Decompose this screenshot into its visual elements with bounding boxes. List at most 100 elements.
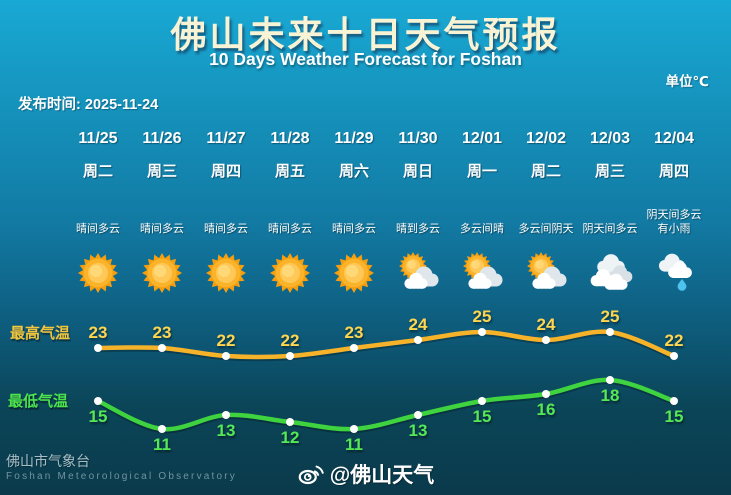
weather-icon-slot [523, 250, 569, 296]
condition-text: 多云间阴天 [508, 198, 584, 236]
organization-name-cn: 佛山市气象台 [6, 453, 90, 469]
date-label: 12/03 [589, 130, 631, 147]
weather-icon-slot [395, 250, 441, 296]
weather-icon-slot [459, 250, 505, 296]
forecast-column: 11/30 周日 晴到多云 [386, 126, 450, 306]
high-temp-series-label: 最高气温 [10, 325, 71, 342]
weibo-handle: @佛山天气 [329, 464, 435, 487]
sun-cloud-icon [527, 252, 567, 289]
low-temp-value: 15 [473, 407, 492, 426]
condition-text: 晴间多云 [124, 198, 200, 236]
publish-time: 发布时间: 2025-11-24 [18, 93, 158, 114]
condition-line: 多云间晴 [460, 223, 504, 235]
condition-text: 晴间多云 [316, 198, 392, 236]
low-temp-value: 12 [281, 428, 300, 447]
data-point-dot [222, 411, 230, 419]
date-label: 11/30 [398, 130, 438, 147]
data-point-dot [542, 390, 550, 398]
data-point-dot [478, 328, 486, 336]
high-temp-value: 23 [89, 323, 108, 342]
date-label: 11/28 [270, 130, 310, 147]
weekday-label: 周六 [338, 163, 369, 180]
forecast-column: 12/03 周三 阴天间多云 [578, 126, 642, 306]
low-temp-value: 18 [601, 386, 620, 405]
sun-icon [78, 253, 118, 293]
weibo-badge: @佛山天气 [297, 459, 434, 489]
condition-line: 晴间多云 [204, 223, 248, 235]
weekday-label: 周四 [658, 163, 689, 180]
clouds-icon [590, 254, 633, 290]
weekday-label: 周四 [210, 163, 241, 180]
sun-cloud-icon [399, 252, 439, 289]
data-point-dot [350, 344, 358, 352]
data-point-dot [286, 352, 294, 360]
forecast-columns: 11/25 周二 晴间多云 11/26 周三 晴间多云 11/27 周四 晴间多… [66, 126, 706, 306]
condition-line: 阴天间多云 [646, 209, 702, 221]
low-temp-value: 11 [345, 435, 363, 454]
data-point-dot [606, 328, 614, 336]
weekday-label: 周二 [530, 163, 561, 180]
data-point-dot [350, 425, 358, 433]
weekday-label: 周一 [466, 163, 497, 180]
low-temp-value: 13 [409, 421, 428, 440]
forecast-column: 11/25 周二 晴间多云 [66, 126, 130, 306]
condition-line: 晴到多云 [396, 223, 440, 235]
publish-time-value: 2025-11-24 [84, 97, 159, 113]
condition-line: 阴天间多云 [582, 223, 638, 235]
condition-text: 多云间晴 [444, 198, 520, 236]
weather-icon-slot [75, 250, 121, 296]
high-temp-value: 23 [153, 323, 172, 342]
condition-line: 晴间多云 [140, 223, 184, 235]
high-temp-value: 25 [473, 307, 492, 326]
weekday-label: 周日 [402, 163, 433, 180]
sun-icon [206, 253, 246, 293]
condition-line: 多云间阴天 [518, 223, 574, 235]
high-temp-value: 24 [537, 315, 556, 334]
weekday-label: 周二 [82, 163, 113, 180]
data-point-dot [670, 397, 678, 405]
condition-line: 晴间多云 [76, 223, 120, 235]
weather-icon-slot [139, 250, 185, 296]
sun-cloud-icon [463, 252, 503, 289]
condition-text: 晴到多云 [380, 198, 456, 236]
data-point-dot [542, 336, 550, 344]
data-point-dot [222, 352, 230, 360]
data-point-dot [414, 336, 422, 344]
high-temp-value: 22 [217, 331, 236, 350]
condition-line: 晴间多云 [268, 223, 312, 235]
low-temp-value: 15 [89, 407, 108, 426]
date-label: 11/27 [206, 130, 246, 147]
low-temp-value: 11 [153, 435, 171, 454]
data-point-dot [606, 376, 614, 384]
high-temp-value: 23 [345, 323, 364, 342]
date-label: 12/01 [461, 130, 503, 147]
cloud-rain-icon [658, 253, 692, 291]
condition-line: 有小雨 [657, 223, 691, 235]
data-point-dot [414, 411, 422, 419]
low-temp-line: 15 11 13 12 11 13 15 16 18 15 [89, 376, 684, 454]
high-temp-value: 22 [281, 331, 300, 350]
condition-text: 晴间多云 [60, 198, 136, 236]
organization-name-en: Foshan Meteorological Observatory [6, 471, 238, 482]
publish-time-label: 发布时间: [18, 97, 81, 113]
forecast-column: 12/04 周四 阴天间多云有小雨 [642, 126, 706, 306]
data-point-dot [94, 344, 102, 352]
weather-icon-slot [331, 250, 377, 296]
date-label: 12/04 [653, 130, 695, 147]
low-temp-value: 13 [217, 421, 236, 440]
weather-icon-slot [587, 250, 633, 296]
condition-text: 阴天间多云 [572, 198, 648, 236]
data-point-dot [94, 397, 102, 405]
low-temp-series-label: 最低气温 [8, 393, 69, 410]
page-subtitle: 10 Days Weather Forecast for Foshan [209, 49, 522, 69]
high-temp-value: 24 [409, 315, 428, 334]
condition-text: 晴间多云 [252, 198, 328, 236]
low-temp-value: 16 [537, 400, 556, 419]
data-point-dot [158, 425, 166, 433]
forecast-column: 11/29 周六 晴间多云 [322, 126, 386, 306]
low-temp-value: 15 [665, 407, 684, 426]
weather-icon-slot [267, 250, 313, 296]
unit-label: 单位℃ [665, 74, 709, 89]
weekday-label: 周三 [594, 163, 625, 180]
